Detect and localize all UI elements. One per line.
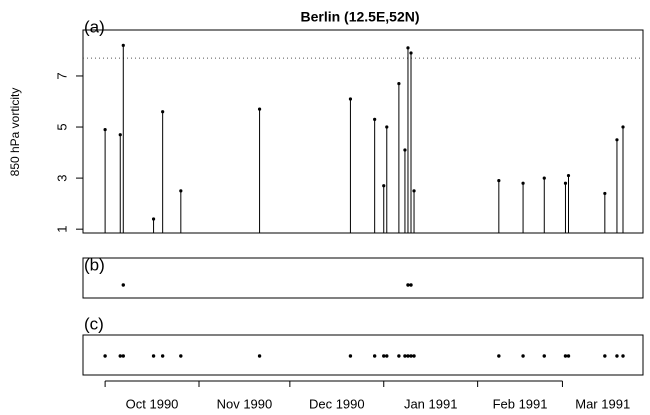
y-tick-label: 7 xyxy=(54,72,69,79)
point xyxy=(121,43,125,47)
point xyxy=(615,138,619,142)
plot-frame xyxy=(82,29,644,234)
event-dot xyxy=(257,354,262,358)
event-dot xyxy=(160,354,165,358)
event-dot xyxy=(382,354,386,358)
x-tick-label: Dec 1990 xyxy=(309,396,365,411)
event-dot xyxy=(397,354,401,358)
event-dot xyxy=(179,354,183,358)
panel-label: (a) xyxy=(84,17,105,36)
event-dot xyxy=(372,354,377,358)
event-dot xyxy=(121,354,125,358)
event-dot xyxy=(409,283,413,287)
plot-frame xyxy=(82,334,644,376)
panel-label: (b) xyxy=(84,255,105,274)
point xyxy=(382,184,386,188)
event-dot xyxy=(406,283,410,287)
event-dot xyxy=(542,354,546,358)
y-tick-label: 1 xyxy=(54,226,69,233)
event-dot xyxy=(409,354,413,358)
point xyxy=(161,110,165,114)
event-dot xyxy=(151,354,156,358)
event-dot xyxy=(121,283,125,287)
x-tick-label: Mar 1991 xyxy=(575,396,630,411)
point xyxy=(497,179,501,183)
x-tick-label: Feb 1991 xyxy=(493,396,548,411)
x-tick-label: Nov 1990 xyxy=(217,396,273,411)
point xyxy=(521,181,525,185)
event-dot xyxy=(615,354,619,358)
event-dot xyxy=(348,354,353,358)
point xyxy=(563,181,568,185)
y-axis-label: 850 hPa vorticity xyxy=(8,88,22,177)
point xyxy=(397,82,401,86)
event-dot xyxy=(603,354,607,358)
point xyxy=(542,176,546,180)
point xyxy=(103,127,107,132)
point xyxy=(179,189,183,193)
point xyxy=(118,133,122,137)
event-dot xyxy=(621,354,625,358)
y-tick-label: 5 xyxy=(54,123,69,130)
point xyxy=(621,125,625,129)
point xyxy=(385,125,389,129)
x-tick-label: Jan 1991 xyxy=(404,396,458,411)
point xyxy=(403,148,407,152)
event-dot xyxy=(385,354,389,358)
event-dot xyxy=(403,354,407,358)
event-dot xyxy=(412,354,416,358)
event-dot xyxy=(563,354,568,358)
point xyxy=(409,51,413,55)
point xyxy=(603,191,607,196)
point xyxy=(373,117,377,121)
panel-label: (c) xyxy=(84,314,104,333)
event-dot xyxy=(118,354,122,358)
event-dot xyxy=(497,354,501,358)
y-tick-label: 3 xyxy=(54,174,69,181)
event-dot xyxy=(103,354,107,358)
plot-frame xyxy=(82,257,644,299)
point xyxy=(406,46,410,50)
point xyxy=(151,217,156,221)
point xyxy=(257,107,262,111)
x-tick-label: Oct 1990 xyxy=(126,396,179,411)
event-dot xyxy=(406,354,410,358)
chart-title: Berlin (12.5E,52N) xyxy=(300,9,419,25)
event-dot xyxy=(521,354,525,358)
point xyxy=(348,97,353,101)
point xyxy=(412,189,416,193)
event-dot xyxy=(566,354,571,358)
point xyxy=(566,173,571,178)
